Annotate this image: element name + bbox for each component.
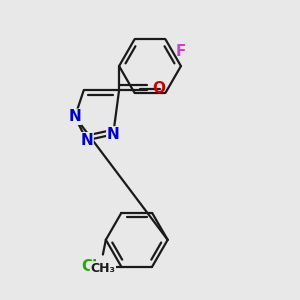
Text: O: O	[152, 81, 165, 96]
Text: F: F	[176, 44, 186, 59]
Text: Cl: Cl	[82, 259, 98, 274]
Text: CH₃: CH₃	[90, 262, 116, 275]
Text: N: N	[68, 109, 81, 124]
Text: N: N	[80, 133, 93, 148]
Text: N: N	[107, 127, 120, 142]
